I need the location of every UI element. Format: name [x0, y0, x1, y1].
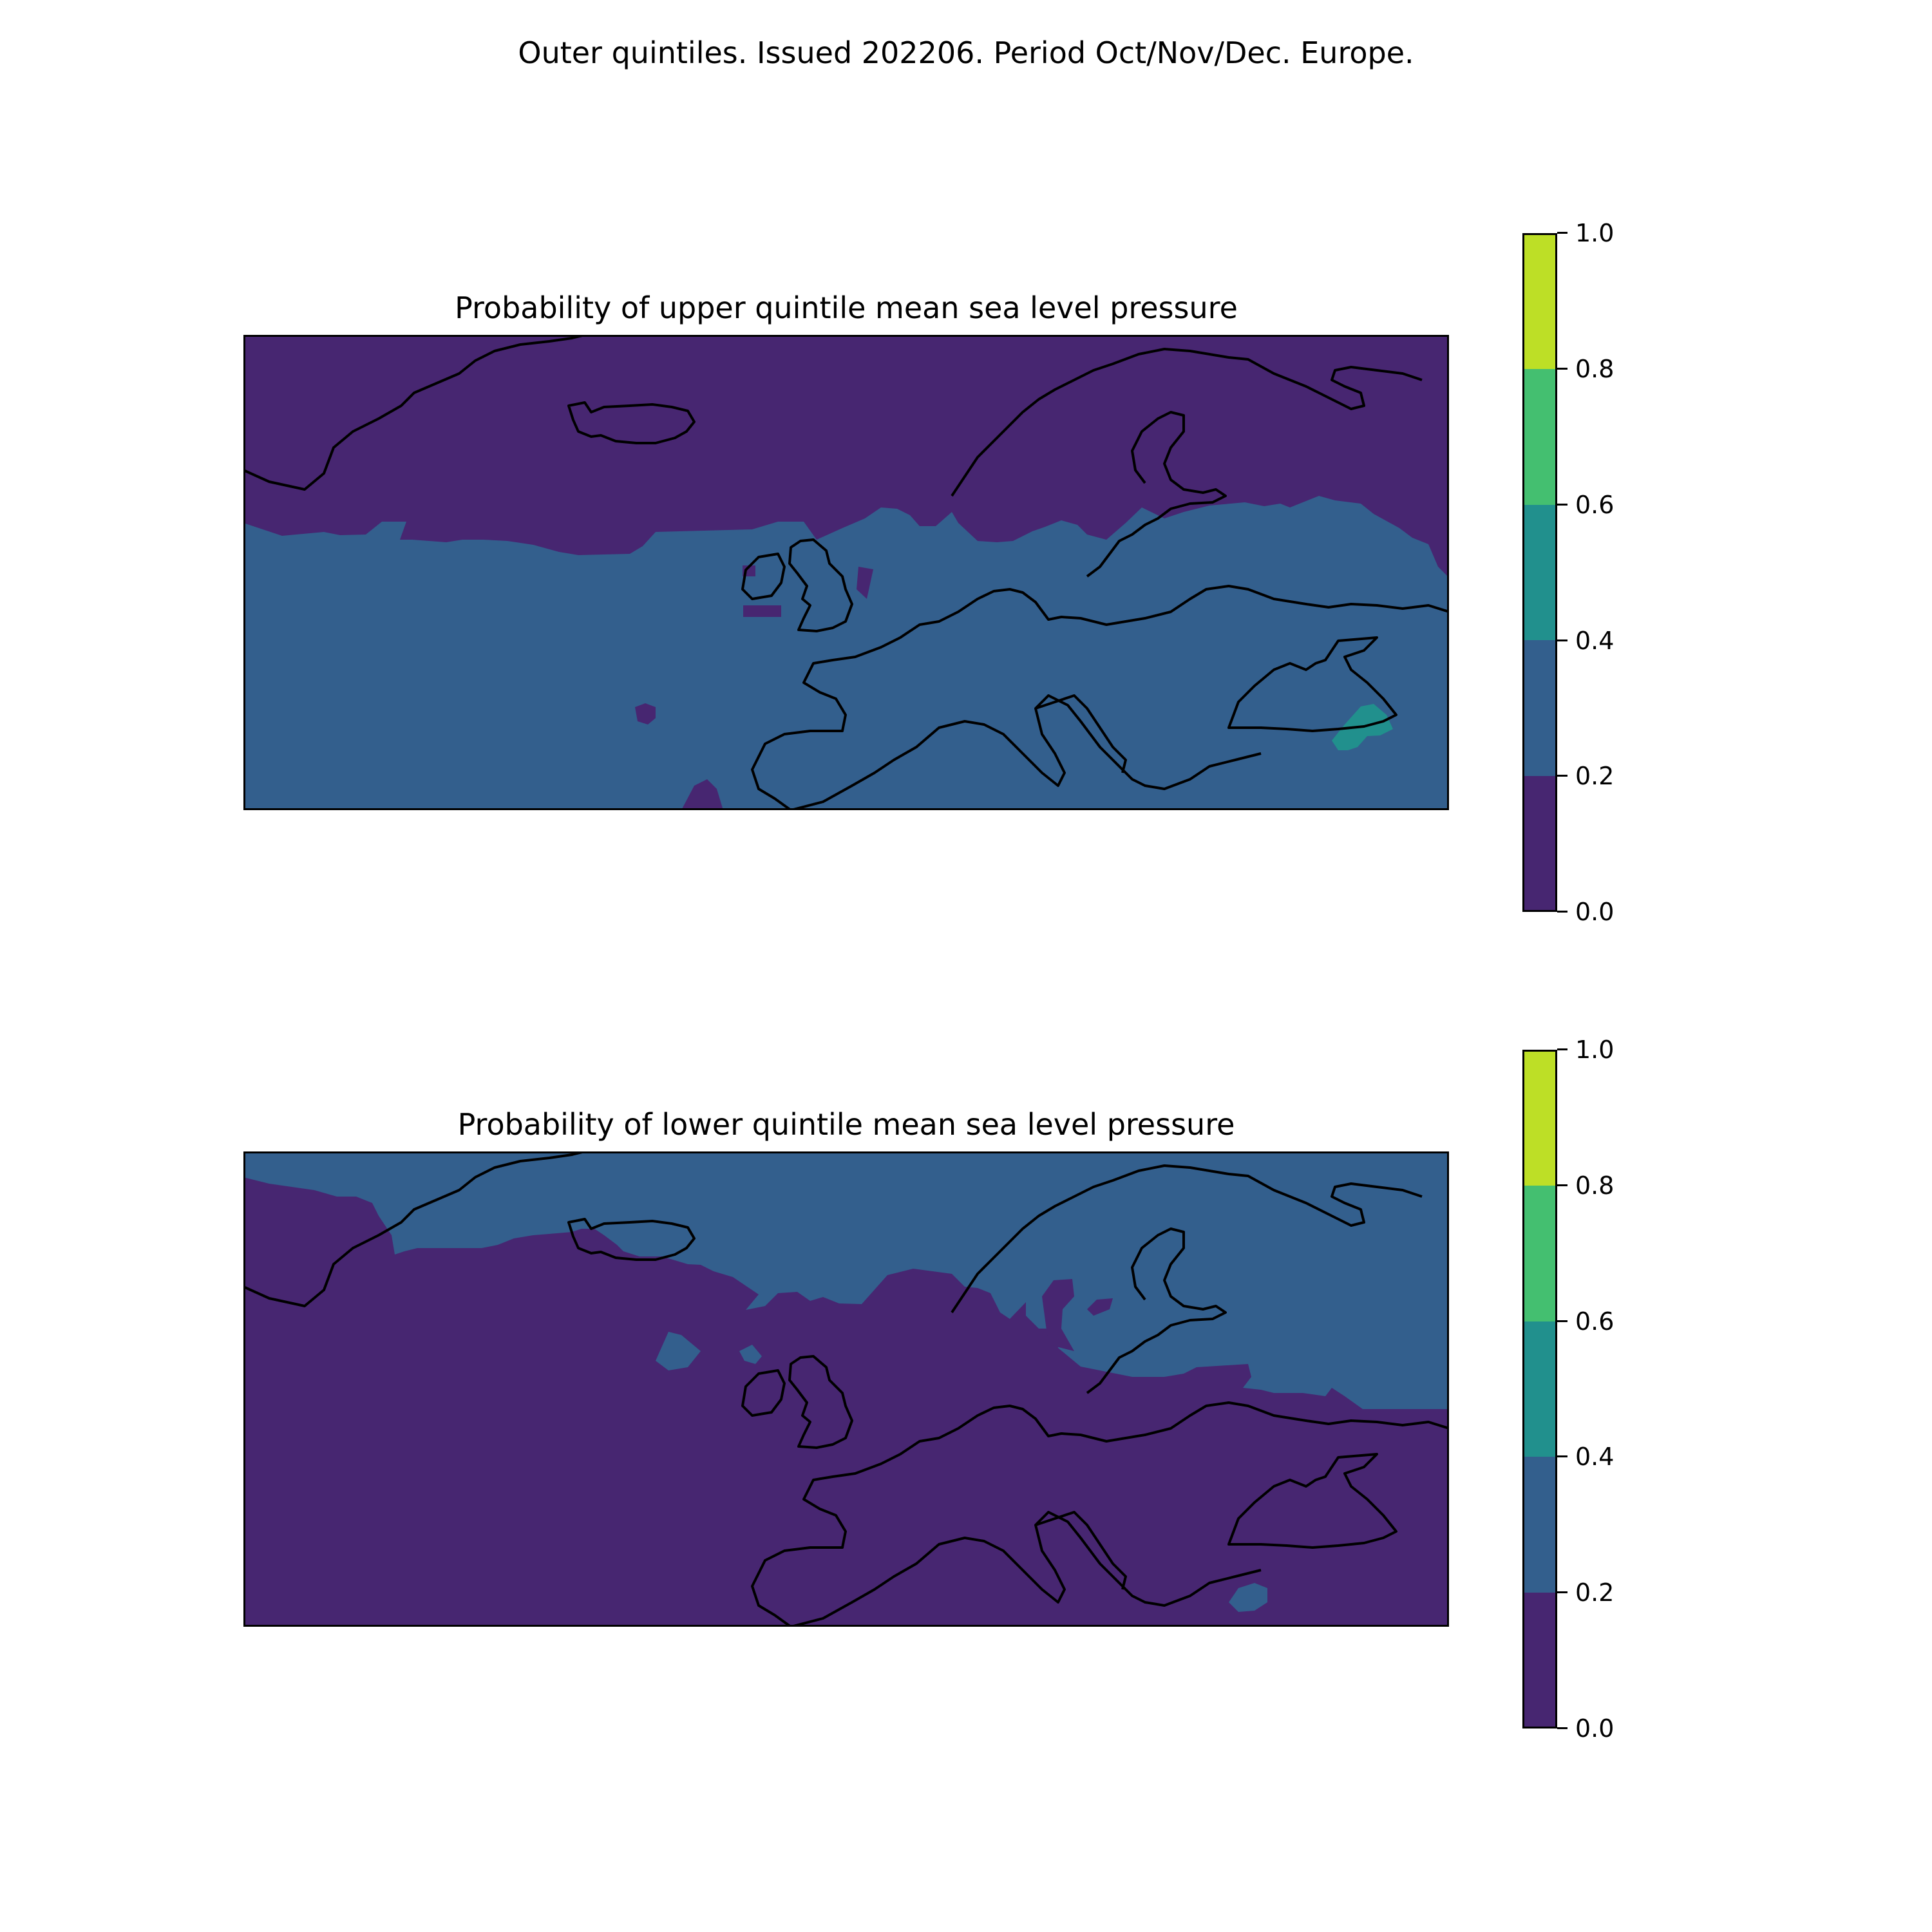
upper-field-north-00-02	[243, 335, 1449, 578]
upper-colorbar	[1522, 233, 1557, 912]
lower-cbar-tick-label: 0.2	[1575, 1578, 1615, 1607]
upper-cbar-tick-label: 1.0	[1575, 219, 1615, 247]
lower-quintile-map	[243, 1151, 1449, 1627]
upper-coast-ireland	[741, 553, 786, 600]
lower-coast-italy-iberia	[1035, 1511, 1127, 1590]
upper-coast-italy-iberia	[1035, 694, 1127, 773]
lower-cbar-tick-label: 0.8	[1575, 1171, 1615, 1200]
lower-coast-black-sea	[1227, 1453, 1397, 1549]
upper-coast-scandinavia	[951, 348, 1423, 497]
upper-patch-gibraltar	[681, 779, 723, 810]
lower-coast-sweden-finland	[1086, 1227, 1227, 1394]
upper-colorbar-bin-02-04	[1522, 640, 1557, 777]
lower-patch-finland-00-02	[1087, 1298, 1113, 1316]
lower-cbar-tick-label: 0.4	[1575, 1443, 1615, 1471]
lower-panel-title: Probability of lower quintile mean sea l…	[457, 1107, 1235, 1142]
lower-coast-mediterranean	[790, 1511, 1262, 1627]
upper-patch-north-sea	[857, 567, 873, 599]
lower-coast-greenland	[243, 1151, 585, 1307]
upper-cbar-tick-label: 0.0	[1575, 898, 1615, 926]
lower-coastlines	[243, 1151, 1449, 1627]
lower-coast-scandinavia	[951, 1164, 1423, 1314]
lower-coast-ireland	[741, 1369, 786, 1417]
upper-coastlines	[243, 335, 1449, 810]
lower-colorbar	[1522, 1050, 1557, 1728]
upper-quintile-map	[243, 335, 1449, 810]
upper-coast-britain	[788, 538, 853, 632]
lower-patch-rockall-02-04	[656, 1332, 701, 1370]
upper-colorbar-bin-06-08	[1522, 368, 1557, 505]
lower-colorbar-bin-04-06	[1522, 1321, 1557, 1457]
lower-colorbar-bin-02-04	[1522, 1457, 1557, 1593]
lower-coast-iceland	[567, 1218, 696, 1261]
upper-coast-europe-main	[751, 585, 1449, 810]
lower-patch-ireland-02-04	[739, 1345, 762, 1364]
lower-coast-europe-main	[751, 1401, 1449, 1627]
lower-cbar-tick-label: 0.6	[1575, 1307, 1615, 1336]
upper-coast-greenland	[243, 335, 585, 491]
lower-patch-turkey-02-04	[1229, 1583, 1267, 1612]
upper-colorbar-bin-08-10	[1522, 233, 1557, 369]
lower-coast-britain	[788, 1355, 853, 1449]
upper-coast-mediterranean	[790, 694, 1262, 810]
upper-coast-sweden-finland	[1086, 411, 1227, 578]
lower-cbar-tick-label: 0.0	[1575, 1714, 1615, 1743]
upper-coast-black-sea	[1227, 636, 1397, 732]
upper-panel-title: Probability of upper quintile mean sea l…	[455, 290, 1238, 325]
upper-cbar-tick-label: 0.4	[1575, 627, 1615, 655]
lower-colorbar-bin-08-10	[1522, 1050, 1557, 1186]
lower-patch-sweden-00-02	[1042, 1279, 1074, 1351]
lower-colorbar-bin-00-02	[1522, 1593, 1557, 1728]
upper-colorbar-bin-00-02	[1522, 776, 1557, 912]
lower-field-north-02-04	[243, 1151, 1449, 1409]
upper-coast-iceland	[567, 401, 696, 444]
lower-colorbar-bin-06-08	[1522, 1185, 1557, 1321]
upper-patch-mid-atlantic	[635, 703, 656, 724]
figure-title: Outer quintiles. Issued 202206. Period O…	[518, 35, 1414, 70]
upper-colorbar-bin-04-06	[1522, 504, 1557, 641]
upper-cbar-tick-label: 0.8	[1575, 355, 1615, 383]
lower-cbar-tick-label: 1.0	[1575, 1036, 1615, 1064]
upper-cbar-tick-label: 0.6	[1575, 491, 1615, 519]
upper-cbar-tick-label: 0.2	[1575, 762, 1615, 790]
